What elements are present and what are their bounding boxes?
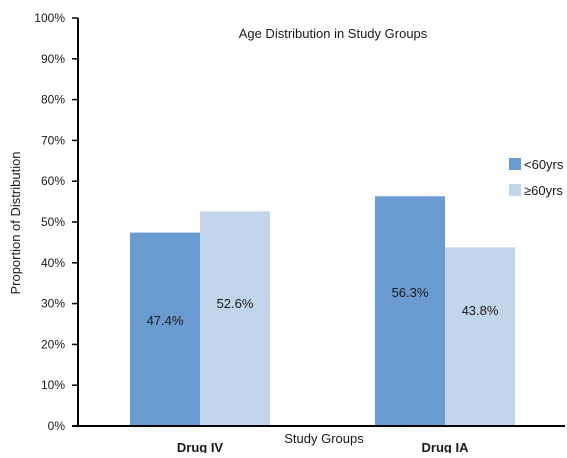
y-tick-label: 50% — [41, 215, 65, 229]
y-tick-label: 90% — [41, 52, 65, 66]
y-tick-label: 100% — [34, 11, 65, 25]
data-label: 47.4% — [147, 313, 184, 328]
legend-swatch — [509, 158, 521, 170]
bar-drug-ia-series-2 — [445, 247, 515, 426]
chart-title: Age Distribution in Study Groups — [239, 26, 428, 41]
data-label: 56.3% — [392, 285, 429, 300]
y-tick-label: 20% — [41, 337, 65, 351]
y-axis-title: Proportion of Distribution — [8, 151, 23, 294]
y-tick-label: 0% — [48, 419, 66, 433]
x-tick-label: Drug IA — [422, 440, 470, 453]
legend-label: <60yrs — [524, 157, 564, 172]
bars-layer — [130, 196, 515, 426]
y-tick-label: 30% — [41, 297, 65, 311]
bar-drug-iv-series-2 — [200, 211, 270, 426]
y-tick-label: 70% — [41, 133, 65, 147]
data-labels-layer: 47.4% 52.6% 56.3% 43.8% — [147, 285, 499, 328]
legend: <60yrs ≥60yrs — [509, 157, 564, 198]
data-label: 43.8% — [462, 303, 499, 318]
legend-label: ≥60yrs — [524, 183, 563, 198]
y-tick-label: 80% — [41, 93, 65, 107]
y-tick-label: 10% — [41, 378, 65, 392]
legend-swatch — [509, 184, 521, 196]
bar-drug-ia-series-1 — [375, 196, 445, 426]
y-tick-label: 40% — [41, 256, 65, 270]
data-label: 52.6% — [217, 296, 254, 311]
bar-drug-iv-series-1 — [130, 232, 200, 426]
y-tick-label: 60% — [41, 174, 65, 188]
x-tick-label: Drug IV — [177, 440, 224, 453]
x-axis-title: Study Groups — [284, 431, 364, 446]
axes-layer: Drug IV Drug IA 0% 10% 20% 30% 40% 50% 60% 70% 80%… — [34, 11, 565, 455]
